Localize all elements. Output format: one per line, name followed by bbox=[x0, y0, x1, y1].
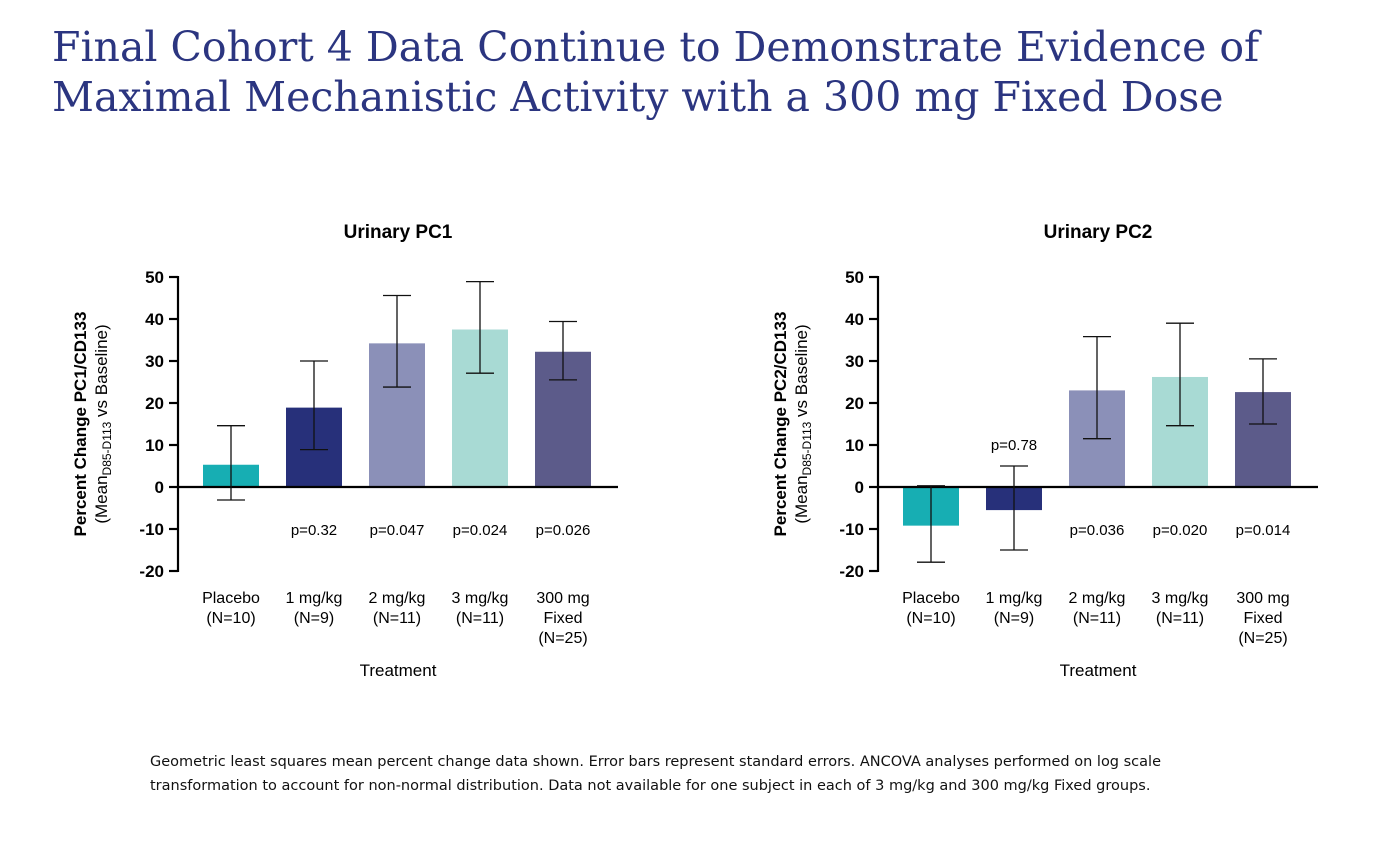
chart-title: Urinary PC2 bbox=[1044, 222, 1153, 243]
footnote: Geometric least squares mean percent cha… bbox=[150, 750, 1330, 798]
x-category-label: (N=10) bbox=[206, 610, 255, 627]
p-value-label: p=0.026 bbox=[536, 522, 591, 539]
y-axis-label-line-2: (MeanD85-D113 vs Baseline) bbox=[792, 324, 814, 523]
x-category-label: (N=25) bbox=[1238, 630, 1287, 647]
x-category-label: 300 mg bbox=[536, 590, 589, 607]
y-tick-label: 40 bbox=[845, 310, 864, 329]
y-tick-label: 40 bbox=[145, 310, 164, 329]
x-category-label: 1 mg/kg bbox=[286, 590, 343, 607]
y-tick-label: 50 bbox=[145, 268, 164, 287]
x-category-label: Fixed bbox=[1243, 610, 1282, 627]
y-tick-label: 50 bbox=[845, 268, 864, 287]
chart-urinary-pc1: Urinary PC1 Percent Change PC1/CD133 (Mean… bbox=[71, 222, 618, 680]
y-tick-label: 20 bbox=[845, 394, 864, 413]
y-tick-label: 30 bbox=[145, 352, 164, 371]
y-tick-label: -20 bbox=[839, 562, 864, 581]
x-category-label: 3 mg/kg bbox=[1152, 590, 1209, 607]
x-category-label: 3 mg/kg bbox=[452, 590, 509, 607]
y-tick-label: 30 bbox=[845, 352, 864, 371]
x-axis-label: Treatment bbox=[1060, 661, 1137, 680]
y-tick-label: 20 bbox=[145, 394, 164, 413]
x-category-label: (N=10) bbox=[906, 610, 955, 627]
x-category-label: (N=11) bbox=[456, 610, 504, 627]
title-line-2: Maximal Mechanistic Activity with a 300 … bbox=[52, 73, 1224, 121]
x-category-label: Fixed bbox=[543, 610, 582, 627]
p-value-label: p=0.036 bbox=[1070, 522, 1125, 539]
y-axis-label: Percent Change PC1/CD133 (MeanD85-D113 vs… bbox=[71, 312, 114, 537]
x-category-label: 300 mg bbox=[1236, 590, 1289, 607]
y-axis-label-line-1: Percent Change PC1/CD133 bbox=[71, 312, 90, 537]
x-category-label: 2 mg/kg bbox=[1069, 590, 1126, 607]
chart-title: Urinary PC1 bbox=[344, 222, 453, 243]
footnote-line-1: Geometric least squares mean percent cha… bbox=[150, 754, 1161, 770]
x-category-label: 1 mg/kg bbox=[986, 590, 1043, 607]
slide-title: Final Cohort 4 Data Continue to Demonstr… bbox=[52, 22, 1352, 122]
x-category-label: (N=11) bbox=[373, 610, 421, 627]
x-category-label: (N=11) bbox=[1156, 610, 1204, 627]
chart-urinary-pc2: Urinary PC2 Percent Change PC2/CD133 (Mean… bbox=[771, 222, 1318, 680]
p-value-label: p=0.020 bbox=[1153, 522, 1208, 539]
y-tick-label: 10 bbox=[845, 436, 864, 455]
y-axis-label-line-2: (MeanD85-D113 vs Baseline) bbox=[92, 324, 114, 523]
p-value-label: p=0.014 bbox=[1236, 522, 1291, 539]
x-axis-label: Treatment bbox=[360, 661, 437, 680]
p-value-label: p=0.78 bbox=[991, 437, 1037, 454]
y-axis-label: Percent Change PC2/CD133 (MeanD85-D113 vs… bbox=[771, 312, 814, 537]
y-tick-label: -10 bbox=[139, 520, 164, 539]
x-category-label: (N=25) bbox=[538, 630, 587, 647]
p-value-label: p=0.047 bbox=[370, 522, 425, 539]
x-category-label: (N=11) bbox=[1073, 610, 1121, 627]
x-category-label: 2 mg/kg bbox=[369, 590, 426, 607]
y-tick-label: -10 bbox=[839, 520, 864, 539]
y-tick-label: 0 bbox=[855, 478, 864, 497]
x-category-label: Placebo bbox=[202, 590, 260, 607]
x-category-label: (N=9) bbox=[294, 610, 334, 627]
p-value-label: p=0.32 bbox=[291, 522, 337, 539]
y-tick-label: -20 bbox=[139, 562, 164, 581]
p-value-label: p=0.024 bbox=[453, 522, 508, 539]
x-category-label: (N=9) bbox=[994, 610, 1034, 627]
title-line-1: Final Cohort 4 Data Continue to Demonstr… bbox=[52, 23, 1260, 71]
x-category-label: Placebo bbox=[902, 590, 960, 607]
y-tick-label: 0 bbox=[155, 478, 164, 497]
y-tick-label: 10 bbox=[145, 436, 164, 455]
y-axis-label-line-1: Percent Change PC2/CD133 bbox=[771, 312, 790, 537]
footnote-line-2: transformation to account for non-normal… bbox=[150, 778, 1151, 794]
